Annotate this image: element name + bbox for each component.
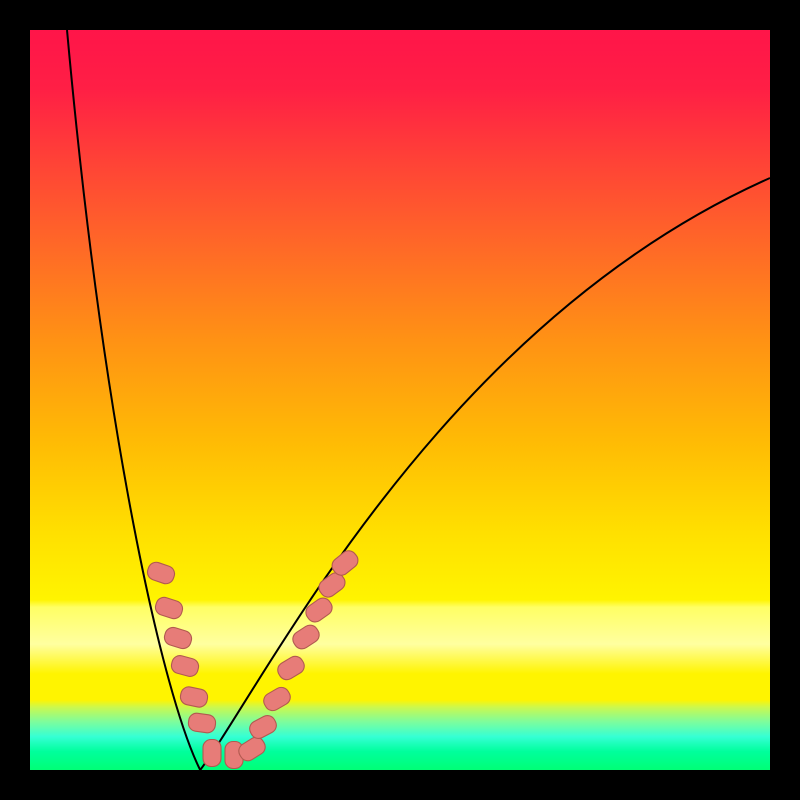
frame-left bbox=[0, 0, 30, 800]
bottleneck-chart bbox=[0, 0, 800, 800]
frame-right bbox=[770, 0, 800, 800]
frame-bottom bbox=[0, 770, 800, 800]
curve-marker bbox=[203, 740, 221, 767]
plot-background bbox=[30, 30, 770, 770]
frame-top bbox=[0, 0, 800, 30]
